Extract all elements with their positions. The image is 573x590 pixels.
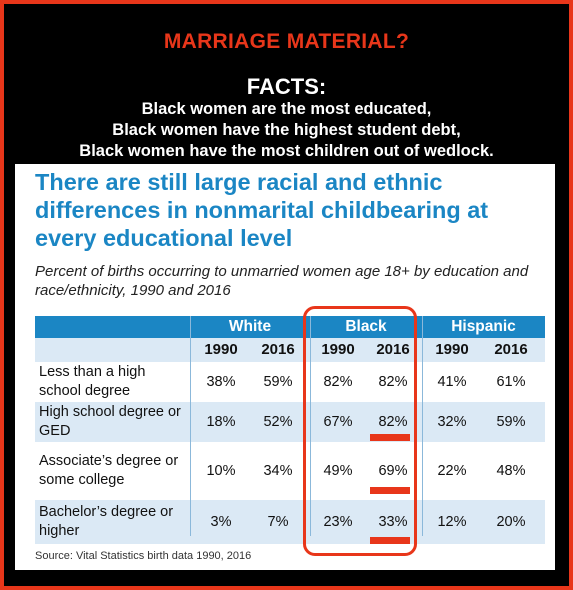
- fact-line-1: Black women are the most educated,: [141, 100, 432, 118]
- chart-subtitle: Percent of births occurring to unmarried…: [35, 263, 529, 299]
- table-row: [35, 362, 545, 402]
- row-label: Less than a high school degree: [39, 364, 146, 399]
- table-cell: 32%: [437, 414, 467, 430]
- table-row: [35, 402, 545, 442]
- table-cell: 33%: [378, 514, 408, 530]
- table-cell: 49%: [323, 463, 353, 479]
- table-cell: 10%: [206, 463, 236, 479]
- year-header: 1990: [435, 341, 469, 358]
- table-cell: 34%: [263, 463, 293, 479]
- fact-line-3: Black women have the most children out o…: [79, 142, 494, 160]
- chart-headline: There are still large racial and ethnic …: [35, 169, 489, 251]
- year-header: 2016: [494, 341, 528, 358]
- table-cell: 82%: [378, 374, 408, 390]
- table-cell: 82%: [323, 374, 353, 390]
- column-divider: [422, 316, 423, 536]
- year-header: 2016: [261, 341, 295, 358]
- group-header-black: Black: [345, 318, 387, 335]
- table-cell: 52%: [263, 414, 293, 430]
- table-cell: 38%: [206, 374, 236, 390]
- group-header-hispanic: Hispanic: [451, 318, 516, 335]
- highlight-underline: [370, 487, 410, 494]
- table-cell: 7%: [267, 514, 289, 530]
- chart-card: There are still large racial and ethnic …: [15, 164, 555, 570]
- year-header: 1990: [321, 341, 355, 358]
- table-cell: 20%: [496, 514, 526, 530]
- table-cell: 69%: [378, 463, 408, 479]
- highlight-underline: [370, 434, 410, 441]
- table-cell: 12%: [437, 514, 467, 530]
- table-cell: 3%: [210, 514, 232, 530]
- group-header-bar: [35, 316, 545, 338]
- row-label: Associate’s degree or some college: [39, 453, 179, 488]
- year-header: 2016: [376, 341, 410, 358]
- table-row: [35, 500, 545, 544]
- meme-title: MARRIAGE MATERIAL?: [163, 30, 410, 53]
- table-cell: 48%: [496, 463, 526, 479]
- source-note: Source: Vital Statistics birth data 1990…: [35, 550, 252, 562]
- column-divider: [190, 316, 191, 536]
- table-cell: 23%: [323, 514, 353, 530]
- facts-label: FACTS:: [246, 74, 327, 99]
- row-label: High school degree or GED: [39, 404, 181, 439]
- table-cell: 18%: [206, 414, 236, 430]
- table-cell: 67%: [323, 414, 353, 430]
- highlight-underline: [370, 537, 410, 544]
- row-label: Bachelor’s degree or higher: [39, 504, 174, 539]
- year-header-row: [35, 338, 545, 362]
- group-header-white: White: [228, 318, 272, 335]
- year-header: 1990: [204, 341, 238, 358]
- table-cell: 59%: [263, 374, 293, 390]
- table-cell: 82%: [378, 414, 408, 430]
- column-divider: [310, 316, 311, 536]
- table-cell: 41%: [437, 374, 467, 390]
- fact-line-2: Black women have the highest student deb…: [112, 121, 461, 139]
- table-row: [35, 442, 545, 500]
- table-cell: 61%: [496, 374, 526, 390]
- table-cell: 22%: [437, 463, 467, 479]
- highlight-box: [303, 306, 417, 556]
- table-cell: 59%: [496, 414, 526, 430]
